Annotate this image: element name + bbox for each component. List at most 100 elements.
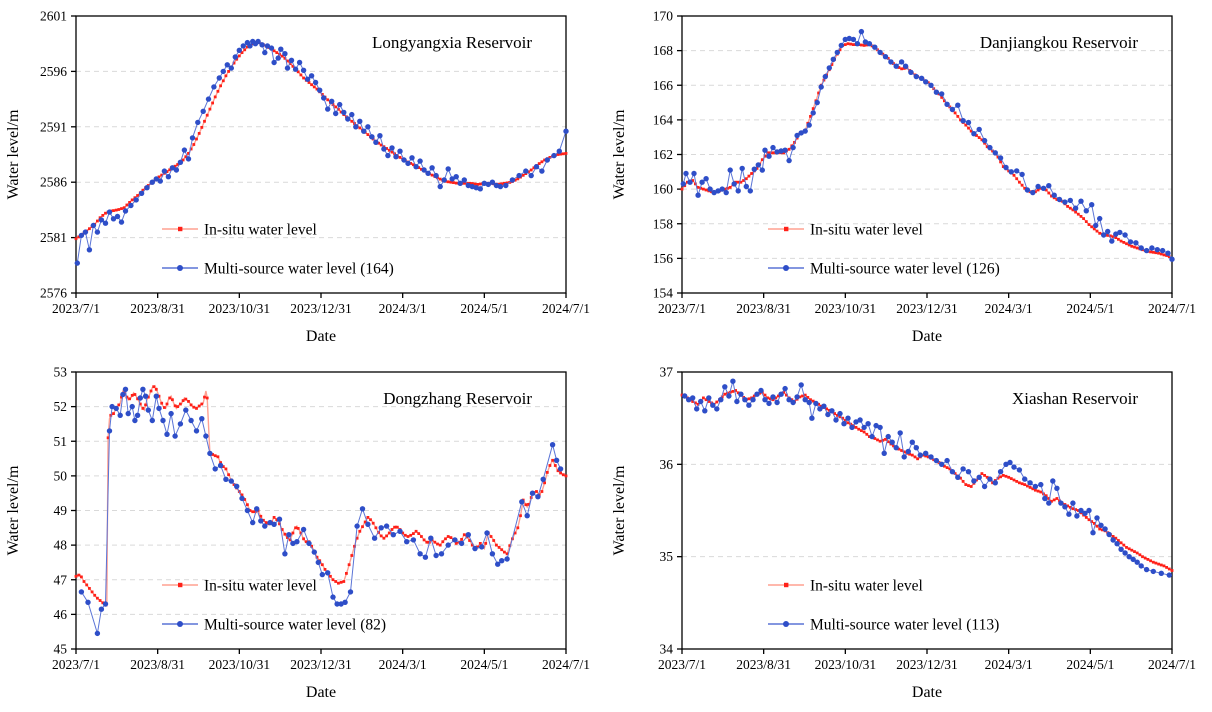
multi-point xyxy=(144,185,150,191)
multi-point xyxy=(203,433,209,439)
multi-point xyxy=(691,170,697,177)
legend-swatch-marker xyxy=(177,621,183,627)
legend-label: In-situ water level xyxy=(810,222,923,239)
insitu-point xyxy=(117,403,121,407)
multi-point xyxy=(120,391,126,398)
insitu-point xyxy=(436,542,439,546)
insitu-point xyxy=(1130,548,1134,552)
insitu-point xyxy=(342,580,346,583)
insitu-point xyxy=(259,514,263,518)
insitu-point xyxy=(1034,488,1037,492)
multi-point xyxy=(758,387,764,394)
insitu-point xyxy=(224,467,228,471)
multi-point xyxy=(337,101,343,108)
multi-point xyxy=(453,174,459,180)
insitu-point xyxy=(497,182,501,186)
insitu-point xyxy=(446,535,450,538)
x-tick-label: 2024/7/1 xyxy=(1148,657,1196,672)
insitu-point xyxy=(345,572,348,575)
multi-point xyxy=(211,84,217,90)
multi-point xyxy=(556,148,562,154)
multi-point xyxy=(706,395,712,401)
insitu-point xyxy=(125,203,129,207)
legend-swatch-marker xyxy=(784,582,789,588)
insitu-point xyxy=(892,444,895,448)
insitu-point xyxy=(495,543,498,547)
insitu-point xyxy=(999,160,1002,164)
multi-point xyxy=(699,179,705,185)
insitu-point xyxy=(736,180,740,184)
multi-point xyxy=(433,552,439,559)
multi-point xyxy=(822,73,828,80)
multi-point xyxy=(976,126,982,133)
insitu-point xyxy=(468,539,471,542)
multi-point xyxy=(122,208,129,214)
insitu-point xyxy=(913,455,917,459)
insitu-point xyxy=(964,123,968,127)
multi-point xyxy=(533,164,540,170)
multi-point xyxy=(529,490,536,496)
insitu-point xyxy=(519,514,522,518)
multi-point xyxy=(858,28,865,35)
insitu-point xyxy=(312,85,316,89)
insitu-point xyxy=(88,587,91,590)
insitu-point xyxy=(1079,215,1083,218)
insitu-point xyxy=(1138,553,1142,557)
insitu-point xyxy=(232,483,236,486)
insitu-point xyxy=(430,173,434,177)
multi-point xyxy=(373,139,379,145)
multi-point xyxy=(1138,563,1144,569)
multi-point xyxy=(449,176,455,182)
insitu-point xyxy=(537,162,541,165)
insitu-point xyxy=(101,214,105,217)
multi-point xyxy=(145,407,151,413)
multi-point xyxy=(149,417,155,424)
multi-point xyxy=(902,63,909,69)
insitu-point xyxy=(1125,242,1128,246)
x-tick-label: 2023/12/31 xyxy=(896,657,958,672)
multi-point xyxy=(1058,500,1064,506)
multi-point xyxy=(987,476,993,482)
insitu-point xyxy=(462,181,466,185)
insitu-point xyxy=(980,138,984,142)
insitu-point xyxy=(766,151,770,155)
insitu-point xyxy=(551,458,554,462)
insitu-point xyxy=(1127,547,1131,551)
multi-markers xyxy=(78,386,564,637)
multi-point xyxy=(1051,192,1057,198)
multi-point xyxy=(1110,537,1116,543)
multi-point xyxy=(1143,247,1150,254)
multi-point xyxy=(168,410,174,417)
multi-point xyxy=(680,181,686,187)
multi-point xyxy=(971,478,977,484)
insitu-point xyxy=(200,402,204,406)
insitu-point xyxy=(500,548,504,552)
multi-point xyxy=(1105,228,1111,235)
multi-point xyxy=(325,106,331,112)
insitu-point xyxy=(251,510,255,514)
multi-point xyxy=(1102,526,1108,532)
multi-point xyxy=(1046,183,1052,189)
insitu-point xyxy=(74,574,78,578)
insitu-point xyxy=(438,543,442,547)
insitu-point xyxy=(417,166,421,169)
insitu-point xyxy=(195,137,198,141)
insitu-point xyxy=(731,390,735,393)
multi-point xyxy=(1134,559,1140,565)
multi-point xyxy=(754,391,760,397)
insitu-point xyxy=(77,573,81,577)
multi-point xyxy=(814,99,820,106)
insitu-point xyxy=(953,472,957,475)
multi-point xyxy=(810,110,816,116)
multi-point xyxy=(992,150,998,156)
multi-point xyxy=(239,495,245,502)
insitu-point xyxy=(1157,562,1160,566)
insitu-point xyxy=(246,503,249,507)
multi-point xyxy=(228,65,234,71)
x-tick-label: 2023/10/31 xyxy=(815,657,877,672)
multi-markers xyxy=(680,28,1175,262)
insitu-point xyxy=(1055,497,1059,500)
multi-point xyxy=(74,260,81,266)
multi-point xyxy=(1008,169,1014,175)
insitu-point xyxy=(1151,560,1155,564)
